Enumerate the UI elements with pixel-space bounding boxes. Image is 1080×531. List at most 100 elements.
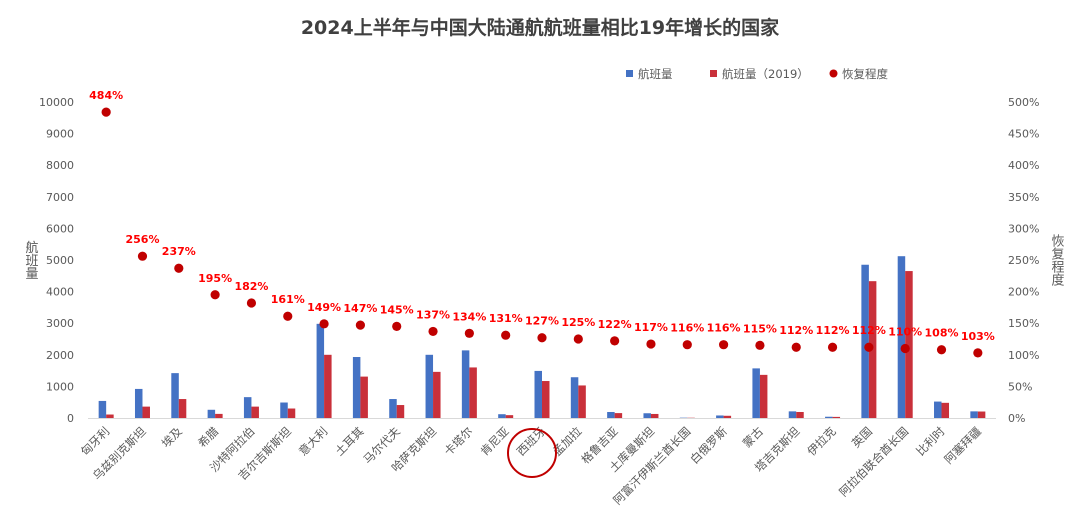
bar-flights-2019 [505,415,514,418]
annotation-circle [507,428,557,478]
bar-flights-2024 [934,401,942,418]
bar-flights-2019 [324,354,332,418]
recovery-point [501,330,511,340]
y-tick-label: 0 [67,412,74,425]
bar-flights-2019 [941,402,950,418]
recovery-data-label: 108% [925,327,959,340]
y2-tick-label: 500% [1008,96,1039,109]
recovery-data-label: 237% [162,245,196,258]
y-tick-label: 6000 [46,222,74,235]
y-tick-label: 9000 [46,128,74,141]
y2-tick-label: 400% [1008,159,1039,172]
recovery-data-label: 110% [888,325,922,338]
recovery-data-label: 145% [380,303,414,316]
recovery-point [791,342,801,352]
category-label: 白俄罗斯 [687,424,730,467]
recovery-data-label: 103% [961,330,995,343]
recovery-point [573,334,583,344]
recovery-data-label: 484% [89,89,123,102]
y2-tick-label: 0% [1008,412,1025,425]
bar-flights-2019 [251,406,259,418]
recovery-point [537,333,547,343]
y-tick-label: 8000 [46,159,74,172]
bar-flights-2019 [469,367,477,418]
category-label: 比利时 [913,424,948,459]
y-axis-title: 航班量 [23,240,39,280]
recovery-point [827,342,838,352]
recovery-point [210,290,220,300]
bar-flights-2024 [171,373,179,418]
bar-flights-2019 [106,414,114,418]
y2-tick-label: 150% [1008,317,1039,330]
recovery-point [973,348,983,358]
category-label: 肯尼亚 [478,424,512,458]
y2-tick-label: 100% [1008,349,1039,362]
bar-flights-2019 [287,408,296,418]
recovery-point [682,340,692,350]
bar-flights-2019 [796,411,804,418]
bar-flights-2024 [788,411,797,418]
recovery-data-label: 112% [779,324,813,337]
category-label: 埃及 [159,424,186,451]
category-label: 卡塔尔 [441,424,475,458]
category-label: 英国 [849,424,875,450]
recovery-point [900,343,910,354]
recovery-point [174,263,184,273]
recovery-point [283,311,293,321]
recovery-point [355,320,365,330]
bar-flights-2019 [905,271,913,418]
bar-flights-2019 [396,405,405,418]
bar-flights-2024 [716,415,724,418]
recovery-data-label: 182% [234,280,268,293]
bar-flights-2024 [643,413,651,418]
bar-flights-2024 [425,354,434,418]
y2-tick-label: 50% [1008,380,1032,393]
recovery-point [319,319,329,329]
recovery-point [646,339,656,349]
recovery-data-label: 256% [125,233,159,246]
y-tick-label: 1000 [46,380,74,393]
y-tick-label: 7000 [46,191,74,204]
bar-flights-2019 [433,371,441,418]
bar-flights-2019 [832,416,841,418]
y-tick-label: 10000 [39,96,74,109]
category-label: 匈牙利 [78,424,112,458]
recovery-data-label: 122% [598,318,632,331]
recovery-data-label: 131% [489,312,523,325]
bar-flights-2024 [970,411,978,418]
y-tick-label: 2000 [46,349,74,362]
bar-flights-2024 [280,402,288,418]
recovery-point [428,326,438,337]
y2-tick-label: 300% [1008,222,1039,235]
y2-axis-title: 恢复程度 [1049,234,1065,286]
recovery-data-label: 116% [670,322,704,335]
category-label: 阿拉伯联合酋长国 [836,424,911,499]
bar-flights-2024 [316,323,325,418]
bar-flights-2019 [360,376,368,418]
bar-flights-2024 [534,370,542,418]
legend-swatch [626,70,633,77]
category-label: 土耳其 [332,424,366,458]
recovery-data-label: 116% [707,322,741,335]
legend-swatch [710,70,717,77]
legend-label: 航班量 [638,67,673,81]
y-tick-label: 5000 [46,254,74,267]
bar-flights-2024 [207,409,216,418]
recovery-data-label: 161% [271,293,305,306]
bar-flights-2019 [614,413,623,418]
bar-flights-2019 [142,406,150,418]
recovery-data-label: 112% [816,324,850,337]
bar-flights-2024 [825,416,833,418]
y2-tick-label: 200% [1008,286,1039,299]
legend-swatch [829,69,838,78]
category-label: 意大利 [296,424,330,458]
y-tick-label: 3000 [46,317,74,330]
bar-flights-2024 [389,399,397,418]
legend-label: 航班量（2019） [722,67,809,81]
recovery-point [101,107,111,117]
bar-flights-2024 [243,397,252,418]
bar-flights-2024 [352,357,361,418]
bar-flights-2024 [498,414,506,418]
